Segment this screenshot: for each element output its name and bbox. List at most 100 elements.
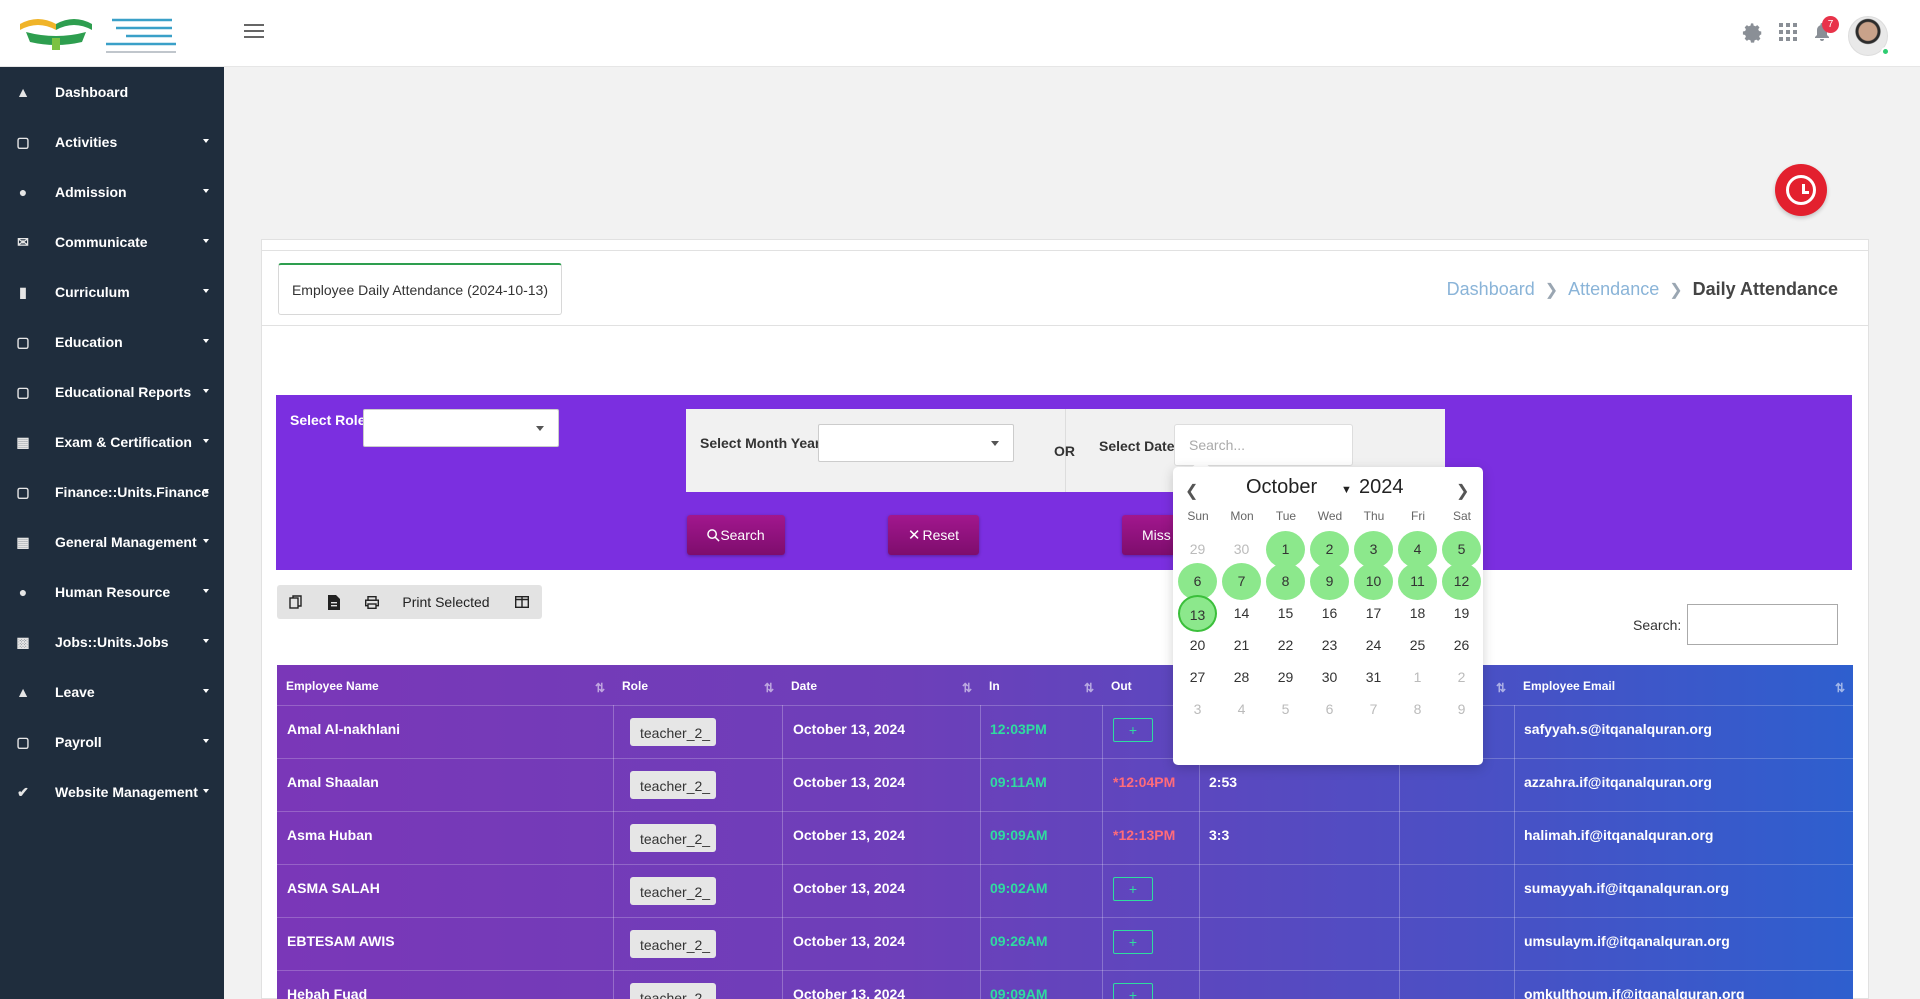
sidebar-item-finance-units-finance[interactable]: ▢ Finance::Units.Finance [0, 467, 224, 517]
calendar-day[interactable]: 6 [1325, 701, 1334, 717]
calendar-day[interactable]: 29 [1189, 541, 1206, 557]
calendar-day[interactable]: 29 [1277, 669, 1294, 685]
calendar-day[interactable]: 3 [1193, 701, 1202, 717]
column-header[interactable]: Employee Email ⇅ [1514, 665, 1853, 705]
sidebar-item-educational-reports[interactable]: ▢ Educational Reports [0, 367, 224, 417]
calendar-day[interactable]: 30 [1321, 669, 1338, 685]
column-header[interactable]: Date ⇅ [782, 665, 980, 705]
table-row[interactable]: EBTESAM AWIS teacher_2_ October 13, 2024 09… [277, 917, 1853, 970]
calendar-day[interactable]: 2 [1457, 669, 1466, 685]
calendar-day[interactable]: 27 [1189, 669, 1206, 685]
sidebar-item-payroll[interactable]: ▢ Payroll [0, 717, 224, 767]
calendar-day[interactable]: 7 [1369, 701, 1378, 717]
column-header[interactable]: In ⇅ [980, 665, 1102, 705]
sidebar-item-general-management[interactable]: ▦ General Management [0, 517, 224, 567]
sidebar-item-jobs-units-jobs[interactable]: ▩ Jobs::Units.Jobs [0, 617, 224, 667]
sort-icon[interactable]: ⇅ [1495, 681, 1506, 695]
table-row[interactable]: Amal Shaalan teacher_2_ October 13, 2024 09… [277, 758, 1853, 811]
sort-icon[interactable]: ⇅ [1834, 681, 1845, 695]
calendar-day[interactable]: 5 [1442, 531, 1481, 568]
column-header[interactable]: Employee Name ⇅ [277, 665, 613, 705]
column-header[interactable]: Role ⇅ [613, 665, 782, 705]
calendar-day[interactable]: 9 [1310, 563, 1349, 600]
sidebar-item-curriculum[interactable]: ▮ Curriculum [0, 267, 224, 317]
apps-grid-icon[interactable] [1776, 22, 1800, 46]
calendar-day[interactable]: 8 [1266, 563, 1305, 600]
calendar-day[interactable]: 31 [1365, 669, 1382, 685]
breadcrumb-attendance[interactable]: Attendance [1568, 279, 1660, 299]
calendar-day[interactable]: 30 [1233, 541, 1250, 557]
month-year-select[interactable] [818, 424, 1014, 462]
calendar-day[interactable]: 1 [1413, 669, 1422, 685]
search-button[interactable]: Search [687, 515, 785, 555]
clock-icon[interactable] [1775, 164, 1827, 216]
calendar-day[interactable]: 12 [1442, 563, 1481, 600]
menu-toggle-icon[interactable] [244, 24, 264, 40]
table-row[interactable]: Hebah Fuad teacher_2_ October 13, 2024 09:0… [277, 970, 1853, 999]
sort-icon[interactable]: ⇅ [1083, 681, 1094, 695]
missing-button[interactable]: Miss [1122, 515, 1174, 555]
calendar-day[interactable]: 23 [1321, 637, 1338, 653]
calendar-day[interactable]: 26 [1453, 637, 1470, 653]
calendar-day[interactable]: 4 [1237, 701, 1246, 717]
calendar-day[interactable]: 28 [1233, 669, 1250, 685]
calendar-month-select[interactable]: October [1246, 476, 1318, 498]
reset-button[interactable]: ✕ Reset [888, 515, 979, 555]
add-out-time-button[interactable]: + [1113, 877, 1153, 901]
calendar-day[interactable]: 14 [1233, 605, 1250, 621]
chevron-right-icon[interactable]: ❯ [1456, 483, 1470, 500]
calendar-day[interactable]: 9 [1457, 701, 1466, 717]
calendar-day[interactable]: 6 [1178, 563, 1217, 600]
sidebar-item-activities[interactable]: ▢ Activities [0, 117, 224, 167]
calendar-day[interactable]: 25 [1409, 637, 1426, 653]
calendar-day[interactable]: 15 [1277, 605, 1294, 621]
calendar-day[interactable]: 5 [1281, 701, 1290, 717]
columns-icon[interactable] [503, 585, 541, 619]
chevron-left-icon[interactable]: ❮ [1185, 483, 1199, 500]
add-out-time-button[interactable]: + [1113, 930, 1153, 954]
calendar-day[interactable]: 10 [1354, 563, 1393, 600]
calendar-day[interactable]: 1 [1266, 531, 1305, 568]
logo[interactable] [16, 8, 198, 58]
sort-icon[interactable]: ⇅ [594, 681, 605, 695]
sidebar-item-communicate[interactable]: ✉ Communicate [0, 217, 224, 267]
table-row[interactable]: ASMA SALAH teacher_2_ October 13, 2024 09:0… [277, 864, 1853, 917]
sidebar-item-dashboard[interactable]: ▲ Dashboard [0, 67, 224, 117]
date-search-input[interactable]: Search... [1174, 424, 1353, 466]
breadcrumb-dashboard[interactable]: Dashboard [1446, 279, 1535, 299]
calendar-year[interactable]: 2024 [1359, 476, 1404, 498]
file-icon[interactable] [315, 585, 353, 619]
calendar-day[interactable]: 13 [1178, 595, 1217, 632]
sidebar-item-leave[interactable]: ▲ Leave [0, 667, 224, 717]
calendar-day[interactable]: 24 [1365, 637, 1382, 653]
column-header[interactable]: ⇅ [1399, 665, 1514, 705]
chevron-down-icon[interactable]: ▼ [1341, 484, 1352, 496]
print-selected-button[interactable]: Print Selected [402, 594, 490, 610]
calendar-day[interactable]: 16 [1321, 605, 1338, 621]
calendar-day[interactable]: 4 [1398, 531, 1437, 568]
calendar-day[interactable]: 21 [1233, 637, 1250, 653]
sort-icon[interactable]: ⇅ [763, 681, 774, 695]
calendar-day[interactable]: 22 [1277, 637, 1294, 653]
calendar-day[interactable]: 8 [1413, 701, 1422, 717]
calendar-day[interactable]: 11 [1398, 563, 1437, 600]
table-row[interactable]: Asma Huban teacher_2_ October 13, 2024 09:0… [277, 811, 1853, 864]
calendar-day[interactable]: 3 [1354, 531, 1393, 568]
calendar-day[interactable]: 2 [1310, 531, 1349, 568]
calendar-day[interactable]: 19 [1453, 605, 1470, 621]
sidebar-item-website-management[interactable]: ✔ Website Management [0, 767, 224, 817]
calendar-day[interactable]: 18 [1409, 605, 1426, 621]
sidebar-item-education[interactable]: ▢ Education [0, 317, 224, 367]
table-row[interactable]: Amal Al-nakhlani teacher_2_ October 13, 20… [277, 705, 1853, 758]
sidebar-item-admission[interactable]: ● Admission [0, 167, 224, 217]
add-out-time-button[interactable]: + [1113, 718, 1153, 742]
sidebar-item-human-resource[interactable]: ● Human Resource [0, 567, 224, 617]
sort-icon[interactable]: ⇅ [961, 681, 972, 695]
calendar-day[interactable]: 20 [1189, 637, 1206, 653]
gear-icon[interactable] [1741, 22, 1765, 46]
print-icon[interactable] [353, 585, 391, 619]
copy-icon[interactable] [277, 585, 315, 619]
calendar-day[interactable]: 7 [1222, 563, 1261, 600]
add-out-time-button[interactable]: + [1113, 983, 1153, 999]
role-select[interactable] [363, 409, 559, 447]
